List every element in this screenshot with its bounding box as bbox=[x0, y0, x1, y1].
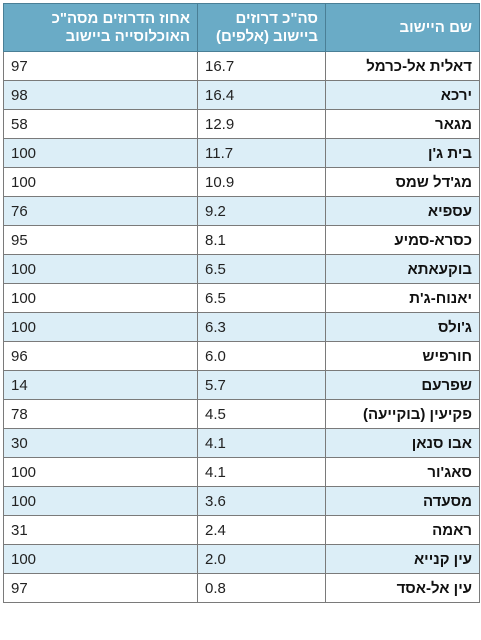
table-row: מג'דל שמס 10.9 100 bbox=[3, 167, 480, 197]
locality-name-cell: עין אל-אסד bbox=[325, 573, 480, 603]
locality-name-cell: פקיעין (בוקייעה) bbox=[325, 399, 480, 429]
druze-total-cell: 3.6 bbox=[197, 486, 326, 516]
header-row: שם היישוב סה"כ דרוזים ביישוב (אלפים) אחו… bbox=[3, 3, 480, 52]
druze-total-cell: 2.4 bbox=[197, 515, 326, 545]
druze-total-cell: 0.8 bbox=[197, 573, 326, 603]
druze-total-cell: 6.5 bbox=[197, 283, 326, 313]
table-body: דאלית אל-כרמל 16.7 97 ירכא 16.4 98 מגאר 12.9 58 ב… bbox=[3, 51, 480, 603]
locality-name-cell: עין קנייא bbox=[325, 544, 480, 574]
druze-total-cell: 11.7 bbox=[197, 138, 326, 168]
druze-percent-cell: 100 bbox=[3, 138, 198, 168]
locality-name-cell: דאלית אל-כרמל bbox=[325, 51, 480, 81]
druze-percent-cell: 95 bbox=[3, 225, 198, 255]
druze-total-cell: 5.7 bbox=[197, 370, 326, 400]
locality-name-cell: מג'דל שמס bbox=[325, 167, 480, 197]
druze-percent-cell: 100 bbox=[3, 312, 198, 342]
locality-name-cell: אבו סנאן bbox=[325, 428, 480, 458]
druze-total-cell: 2.0 bbox=[197, 544, 326, 574]
druze-percent-cell: 98 bbox=[3, 80, 198, 110]
locality-name-cell: סאג'ור bbox=[325, 457, 480, 487]
druze-percent-cell: 100 bbox=[3, 167, 198, 197]
header-druze-percent: אחוז הדרוזים מסה"כ האוכלוסייה ביישוב bbox=[3, 3, 198, 52]
druze-percent-cell: 100 bbox=[3, 254, 198, 284]
druze-percent-cell: 97 bbox=[3, 51, 198, 81]
druze-percent-cell: 100 bbox=[3, 486, 198, 516]
table-row: עין קנייא 2.0 100 bbox=[3, 544, 480, 574]
druze-percent-cell: 96 bbox=[3, 341, 198, 371]
table-row: פקיעין (בוקייעה) 4.5 78 bbox=[3, 399, 480, 429]
druze-localities-table: שם היישוב סה"כ דרוזים ביישוב (אלפים) אחו… bbox=[3, 3, 480, 603]
druze-total-cell: 6.5 bbox=[197, 254, 326, 284]
locality-name-cell: עספיא bbox=[325, 196, 480, 226]
druze-total-cell: 4.1 bbox=[197, 428, 326, 458]
druze-total-cell: 9.2 bbox=[197, 196, 326, 226]
druze-percent-cell: 30 bbox=[3, 428, 198, 458]
druze-percent-cell: 76 bbox=[3, 196, 198, 226]
druze-total-cell: 6.0 bbox=[197, 341, 326, 371]
druze-percent-cell: 100 bbox=[3, 283, 198, 313]
table-row: ראמה 2.4 31 bbox=[3, 515, 480, 545]
locality-name-cell: יאנוח-ג'ת bbox=[325, 283, 480, 313]
table-row: יאנוח-ג'ת 6.5 100 bbox=[3, 283, 480, 313]
druze-percent-cell: 31 bbox=[3, 515, 198, 545]
druze-total-cell: 12.9 bbox=[197, 109, 326, 139]
table-row: ירכא 16.4 98 bbox=[3, 80, 480, 110]
table-row: עספיא 9.2 76 bbox=[3, 196, 480, 226]
locality-name-cell: ג'ולס bbox=[325, 312, 480, 342]
table-row: מגאר 12.9 58 bbox=[3, 109, 480, 139]
table-row: כסרא-סמיע 8.1 95 bbox=[3, 225, 480, 255]
druze-total-cell: 16.4 bbox=[197, 80, 326, 110]
table-row: אבו סנאן 4.1 30 bbox=[3, 428, 480, 458]
table-row: חורפיש 6.0 96 bbox=[3, 341, 480, 371]
table-row: מסעדה 3.6 100 bbox=[3, 486, 480, 516]
druze-percent-cell: 58 bbox=[3, 109, 198, 139]
locality-name-cell: שפרעם bbox=[325, 370, 480, 400]
table-row: שפרעם 5.7 14 bbox=[3, 370, 480, 400]
header-druze-total: סה"כ דרוזים ביישוב (אלפים) bbox=[197, 3, 326, 52]
table-row: סאג'ור 4.1 100 bbox=[3, 457, 480, 487]
table-header: שם היישוב סה"כ דרוזים ביישוב (אלפים) אחו… bbox=[3, 3, 480, 52]
druze-percent-cell: 97 bbox=[3, 573, 198, 603]
locality-name-cell: ראמה bbox=[325, 515, 480, 545]
druze-percent-cell: 78 bbox=[3, 399, 198, 429]
druze-percent-cell: 100 bbox=[3, 457, 198, 487]
druze-percent-cell: 100 bbox=[3, 544, 198, 574]
locality-name-cell: מגאר bbox=[325, 109, 480, 139]
table-row: ג'ולס 6.3 100 bbox=[3, 312, 480, 342]
druze-total-cell: 10.9 bbox=[197, 167, 326, 197]
table-row: בית ג'ן 11.7 100 bbox=[3, 138, 480, 168]
locality-name-cell: חורפיש bbox=[325, 341, 480, 371]
druze-percent-cell: 14 bbox=[3, 370, 198, 400]
locality-name-cell: בוקעאתא bbox=[325, 254, 480, 284]
druze-total-cell: 6.3 bbox=[197, 312, 326, 342]
druze-total-cell: 16.7 bbox=[197, 51, 326, 81]
druze-total-cell: 4.1 bbox=[197, 457, 326, 487]
table-row: דאלית אל-כרמל 16.7 97 bbox=[3, 51, 480, 81]
locality-name-cell: כסרא-סמיע bbox=[325, 225, 480, 255]
locality-name-cell: ירכא bbox=[325, 80, 480, 110]
header-locality-name: שם היישוב bbox=[325, 3, 480, 52]
druze-total-cell: 8.1 bbox=[197, 225, 326, 255]
locality-name-cell: בית ג'ן bbox=[325, 138, 480, 168]
druze-total-cell: 4.5 bbox=[197, 399, 326, 429]
locality-name-cell: מסעדה bbox=[325, 486, 480, 516]
table-row: עין אל-אסד 0.8 97 bbox=[3, 573, 480, 603]
table-row: בוקעאתא 6.5 100 bbox=[3, 254, 480, 284]
